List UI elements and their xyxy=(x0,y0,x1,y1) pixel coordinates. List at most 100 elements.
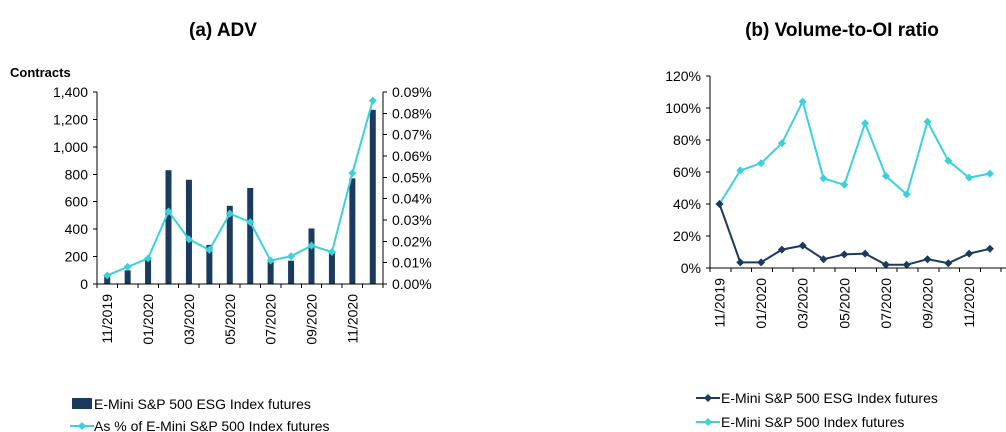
x-tick-label: 09/2020 xyxy=(920,278,936,329)
y2-tick-label: 0.04% xyxy=(392,191,432,207)
chart-a-pct-line xyxy=(103,96,377,280)
y2-tick-label: 0.07% xyxy=(392,127,432,143)
y-tick-label: 20% xyxy=(673,228,701,244)
pct-line-point xyxy=(184,235,193,244)
index-line-path xyxy=(718,98,991,205)
index-line-point xyxy=(861,119,870,128)
x-tick-label: 03/2020 xyxy=(181,294,197,345)
bar-adv xyxy=(247,188,254,284)
chart-a-right-axis: 0.00% 0.01% 0.02% 0.03% 0.04% 0.05% 0.06% 0.07%… xyxy=(382,84,432,292)
x-tick-label: 11/2020 xyxy=(961,278,977,328)
legend-bar-swatch xyxy=(72,398,92,409)
legend-adv-bars: E-Mini S&P 500 ESG Index futures xyxy=(94,396,311,412)
y2-tick-label: 0.08% xyxy=(392,105,432,121)
y-tick-label: 800 xyxy=(65,166,89,182)
x-tick-label: 11/2019 xyxy=(99,294,115,344)
esg-line-point xyxy=(840,250,849,259)
chart-a-left-axis: 0 200 400 600 800 1,000 1,200 1,400 xyxy=(53,84,98,292)
chart-a-title: (a) ADV xyxy=(189,20,257,41)
index-line-point xyxy=(840,180,849,189)
y-tick-label: 1,400 xyxy=(53,84,88,100)
x-tick-label: 01/2020 xyxy=(753,278,769,329)
y-tick-label: 40% xyxy=(673,196,701,212)
legend-diamond-marker xyxy=(78,422,86,430)
pct-line-point xyxy=(348,169,357,178)
y-tick-label: 100% xyxy=(665,100,701,116)
pct-line-point xyxy=(368,96,377,105)
chart-a-bars xyxy=(104,109,376,284)
bar-adv xyxy=(124,270,131,284)
y-tick-label: 120% xyxy=(665,68,701,84)
index-line-point xyxy=(944,156,953,165)
pct-line-point xyxy=(266,256,275,265)
bar-adv xyxy=(369,109,376,284)
bar-adv xyxy=(288,260,295,284)
index-line-point xyxy=(902,190,911,199)
chart-b-x-axis: 11/2019 01/2020 03/2020 05/2020 07/2020 09/20… xyxy=(709,267,1006,329)
pct-line-point xyxy=(144,254,153,263)
chart-a-x-axis: 11/2019 01/2020 03/2020 05/2020 07/2020 09/20… xyxy=(96,283,384,345)
bar-adv xyxy=(145,257,152,284)
chart-a-unit-label: Contracts xyxy=(10,65,71,80)
esg-line-point xyxy=(861,249,870,258)
x-tick-label: 07/2020 xyxy=(263,294,279,345)
pct-line-point xyxy=(225,209,234,218)
pct-line-point xyxy=(164,207,173,216)
legend-esg-diamond xyxy=(704,394,712,402)
pct-line-point xyxy=(123,262,132,271)
x-tick-label: 05/2020 xyxy=(836,278,852,329)
index-line-point xyxy=(757,159,766,168)
esg-line-point xyxy=(985,244,994,253)
esg-line-point xyxy=(923,255,932,264)
y-tick-label: 80% xyxy=(673,132,701,148)
y2-tick-label: 0.01% xyxy=(392,255,432,271)
esg-line-point xyxy=(819,255,828,264)
index-line-point xyxy=(777,139,786,148)
y2-tick-label: 0.00% xyxy=(392,276,432,292)
x-tick-label: 11/2019 xyxy=(712,278,728,328)
esg-line-point xyxy=(798,241,807,250)
index-line-point xyxy=(923,117,932,126)
bar-adv xyxy=(206,244,213,284)
bar-adv xyxy=(165,170,172,284)
chart-adv: (a) ADV Contracts 0 200 400 600 800 1,000 1,20… xyxy=(10,20,432,432)
index-line-point xyxy=(985,169,994,178)
esg-line-path xyxy=(718,203,991,266)
x-tick-label: 01/2020 xyxy=(140,294,156,345)
legend-index-futures: E-Mini S&P 500 Index futures xyxy=(721,414,904,430)
legend-index-diamond xyxy=(704,418,712,426)
pct-line-point xyxy=(246,218,255,227)
esg-line-point xyxy=(715,200,724,208)
bar-adv xyxy=(267,262,274,284)
index-line-point xyxy=(798,97,807,106)
y2-tick-label: 0.03% xyxy=(392,212,432,228)
esg-line-point xyxy=(757,258,766,267)
x-tick-label: 03/2020 xyxy=(795,278,811,329)
y-tick-label: 400 xyxy=(65,221,89,237)
esg-line-point xyxy=(736,258,745,267)
esg-line-point xyxy=(777,245,786,254)
bar-adv xyxy=(308,228,315,284)
y-tick-label: 0 xyxy=(80,276,88,292)
esg-line-point xyxy=(944,259,953,268)
y-tick-label: 1,000 xyxy=(53,139,88,155)
pct-line-point xyxy=(307,241,316,250)
chart-b-legend: E-Mini S&P 500 ESG Index futures E-Mini … xyxy=(696,390,938,430)
esg-line-point xyxy=(965,249,974,258)
x-tick-label: 09/2020 xyxy=(304,294,320,345)
x-tick-label: 11/2020 xyxy=(344,294,360,344)
bar-adv xyxy=(349,178,356,284)
chart-vol-oi: (b) Volume-to-OI ratio 0% 20% 40% 60% 80% 100… xyxy=(665,20,1006,430)
chart-b-y-axis: 0% 20% 40% 60% 80% 100% 120% xyxy=(665,68,711,276)
y2-tick-label: 0.02% xyxy=(392,233,432,249)
y2-tick-label: 0.06% xyxy=(392,148,432,164)
y2-tick-label: 0.09% xyxy=(392,84,432,100)
bar-adv xyxy=(104,276,111,284)
index-line-point xyxy=(965,173,974,182)
pct-line-point xyxy=(327,248,336,256)
chart-b-lines xyxy=(715,97,994,269)
x-tick-label: 07/2020 xyxy=(878,278,894,329)
pct-line-point xyxy=(205,245,214,254)
esg-line-point xyxy=(881,260,890,269)
